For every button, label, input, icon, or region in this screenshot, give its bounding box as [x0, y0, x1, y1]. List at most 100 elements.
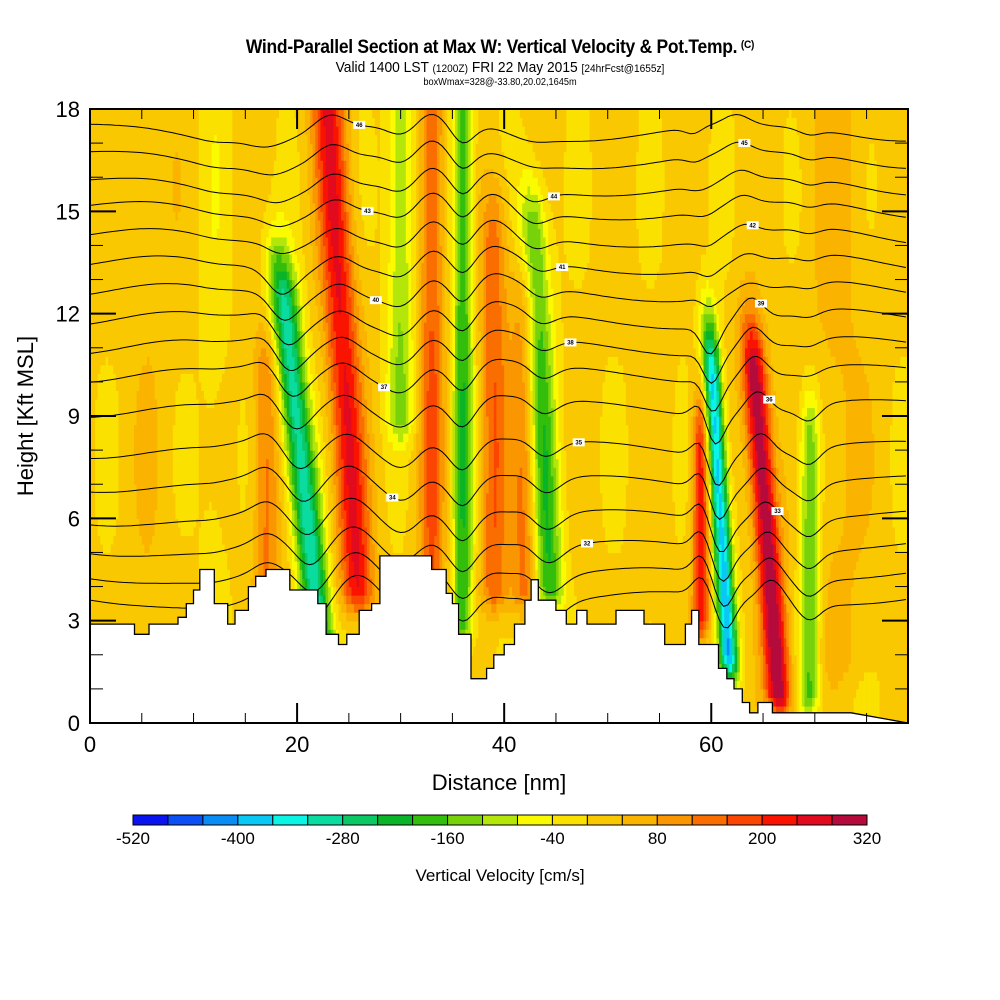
- field-cell: [499, 305, 503, 596]
- field-cell: [706, 245, 710, 281]
- field-cell: [382, 109, 386, 460]
- colorbar-segment: [167, 814, 204, 826]
- field-cell: [791, 262, 795, 664]
- field-cell: [299, 219, 303, 281]
- field-cell: [763, 688, 767, 707]
- field-cell: [452, 109, 456, 392]
- field-cell: [788, 262, 793, 596]
- field-cell: [348, 253, 353, 298]
- field-cell: [734, 629, 738, 647]
- field-cell: [905, 109, 908, 357]
- field-cell: [242, 398, 246, 511]
- field-cell: [291, 416, 296, 443]
- field-cell: [874, 671, 878, 723]
- field-cell: [234, 109, 239, 723]
- field-cell: [540, 586, 544, 605]
- field-cell: [325, 279, 329, 323]
- field-cell: [667, 109, 671, 723]
- field-cell: [278, 356, 283, 374]
- field-cell: [713, 347, 718, 357]
- field-cell: [537, 202, 542, 229]
- field-cell: [747, 322, 751, 340]
- field-cell: [268, 194, 272, 229]
- field-cell: [713, 313, 718, 323]
- contour-label: 46: [356, 123, 363, 129]
- field-cell: [465, 595, 469, 630]
- field-cell: [366, 509, 371, 605]
- field-cell: [302, 424, 306, 451]
- field-cell: [900, 356, 904, 554]
- field-cell: [519, 117, 523, 178]
- field-cell: [359, 603, 363, 613]
- field-cell: [545, 219, 549, 281]
- field-cell: [341, 160, 345, 221]
- field-cell: [825, 109, 829, 340]
- field-cell: [136, 109, 140, 392]
- field-cell: [902, 109, 907, 357]
- x-tick-label: 20: [285, 732, 309, 757]
- field-cell: [532, 211, 536, 289]
- field-cell: [530, 168, 534, 195]
- colorbar: -520 -400 -280 -160 -40 80 200 320: [116, 814, 881, 848]
- field-cell: [237, 484, 241, 723]
- field-cell: [832, 109, 837, 357]
- field-cell: [193, 109, 197, 383]
- field-cell: [266, 356, 270, 460]
- field-cell: [737, 109, 741, 298]
- field-cell: [540, 168, 544, 195]
- field-cell: [840, 109, 844, 374]
- field-cell: [695, 364, 699, 383]
- field-cell: [706, 390, 710, 409]
- field-cell: [258, 322, 262, 357]
- field-cell: [555, 603, 560, 613]
- colorbar-segment: [272, 814, 309, 826]
- field-cell: [729, 109, 733, 264]
- field-cell: [372, 109, 376, 119]
- field-cell: [724, 501, 728, 519]
- field-cell: [291, 288, 296, 306]
- field-cell: [524, 450, 529, 579]
- field-cell: [765, 484, 769, 605]
- field-cell: [750, 322, 754, 332]
- field-cell: [372, 433, 376, 545]
- field-cell: [473, 364, 477, 545]
- field-cell: [750, 271, 754, 298]
- field-cell: [519, 467, 523, 596]
- field-cell: [672, 501, 676, 723]
- field-cell: [856, 560, 860, 690]
- field-cell: [737, 620, 741, 647]
- field-cell: [731, 518, 736, 545]
- field-cell: [216, 143, 221, 229]
- field-cell: [284, 236, 288, 255]
- field-cell: [346, 211, 350, 264]
- field-cell: [354, 467, 358, 579]
- field-cell: [509, 586, 513, 613]
- field-cell: [284, 450, 288, 477]
- field-cell: [180, 109, 184, 374]
- field-cell: [853, 109, 857, 340]
- field-cell: [110, 109, 114, 366]
- field-cell: [354, 595, 358, 605]
- field-cell: [677, 109, 681, 366]
- field-cell: [747, 356, 751, 383]
- field-cell: [625, 484, 630, 723]
- field-cell: [662, 109, 666, 161]
- field-cell: [773, 697, 777, 707]
- field-cell: [561, 595, 565, 613]
- field-cell: [493, 526, 498, 605]
- field-cell: [719, 109, 723, 332]
- field-cell: [687, 586, 692, 630]
- y-tick-label: 15: [56, 199, 80, 224]
- field-cell: [320, 305, 324, 357]
- field-cell: [322, 526, 327, 554]
- field-cell: [706, 424, 710, 443]
- field-cell: [501, 612, 505, 639]
- field-cell: [566, 109, 570, 272]
- field-cell: [315, 109, 319, 178]
- field-cell: [711, 450, 715, 468]
- field-cell: [775, 526, 780, 554]
- field-cell: [454, 305, 459, 622]
- field-cell: [346, 603, 350, 613]
- field-cell: [478, 330, 482, 579]
- field-cell: [527, 296, 531, 366]
